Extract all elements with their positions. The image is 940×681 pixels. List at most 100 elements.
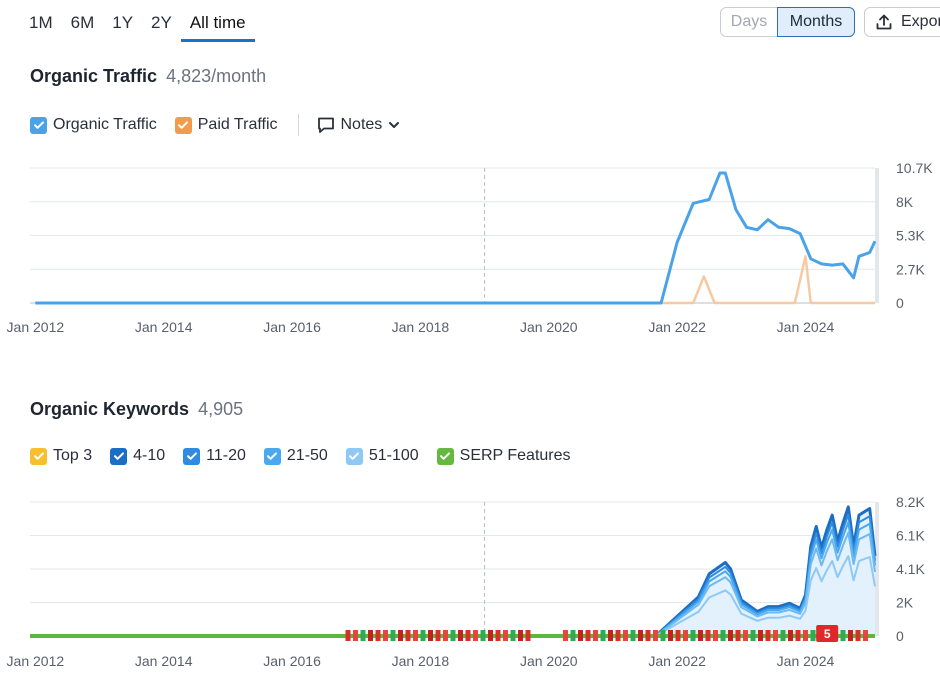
organic-traffic-heading: Organic Traffic <box>30 66 158 86</box>
algorithm-update-flag <box>375 630 381 641</box>
algorithm-update-flag <box>563 630 568 641</box>
organic-keywords-heading: Organic Keywords <box>30 399 190 419</box>
range-tab-1m[interactable]: 1M <box>29 13 53 32</box>
legend-11-20[interactable]: 11-20 <box>183 447 246 465</box>
upload-icon <box>876 14 892 30</box>
checkbox-checked-icon <box>436 447 454 465</box>
y-tick-label: 2.7K <box>896 261 925 277</box>
legend-11-20-label: 11-20 <box>206 447 246 464</box>
current-period-band <box>875 168 879 303</box>
organic-keywords-chart[interactable]: 8.2K 6.1K 4.1K 2K 0 Jan 2012 Jan 2014 Jan 2016 J… <box>0 485 940 681</box>
x-tick-label: Jan 2012 <box>7 653 65 669</box>
algorithm-update-flag <box>615 630 621 641</box>
checkbox-checked-icon <box>30 447 47 465</box>
x-tick-label: Jan 2020 <box>520 319 578 335</box>
x-tick-label: Jan 2012 <box>7 319 65 335</box>
legend-4-10-label: 4-10 <box>133 447 166 464</box>
legend-51-100-label: 51-100 <box>368 447 419 464</box>
algorithm-update-flag <box>780 630 786 641</box>
algorithm-update-flag <box>795 630 801 641</box>
organic-keywords-value: 4,905 <box>198 399 244 419</box>
algorithm-update-flag <box>465 630 471 641</box>
x-tick-label: Jan 2018 <box>392 319 450 335</box>
algorithm-update-flag <box>435 630 441 641</box>
algorithm-update-flag <box>750 630 756 641</box>
legend-top-3-label: Top 3 <box>53 447 93 464</box>
algorithm-update-flag <box>668 630 673 641</box>
algorithm-update-flag <box>473 630 478 641</box>
notes-dropdown[interactable]: Notes <box>317 116 401 134</box>
legend-4-10[interactable]: 4-10 <box>110 447 165 465</box>
x-tick-label: Jan 2022 <box>648 319 706 335</box>
current-period-band <box>875 502 879 636</box>
keywords-51-100-line <box>35 555 876 637</box>
range-tab-2y[interactable]: 2Y <box>151 13 172 32</box>
legend-organic-traffic[interactable]: Organic Traffic <box>30 116 157 134</box>
algorithm-update-flag <box>345 630 351 641</box>
traffic-legend: Organic Traffic Paid Traffic Notes <box>30 114 400 136</box>
x-tick-label: Jan 2016 <box>263 653 321 669</box>
algorithm-update-flag <box>623 630 628 641</box>
days-button[interactable]: Days <box>720 7 778 37</box>
algorithm-update-flag <box>510 630 516 641</box>
keywords-11-20-line <box>35 521 876 637</box>
x-tick-label: Jan 2022 <box>648 653 706 669</box>
algorithm-update-flag <box>413 630 418 641</box>
algorithm-update-flag <box>848 630 853 641</box>
organic-traffic-title: Organic Traffic 4,823/month <box>30 66 266 87</box>
legend-paid-traffic[interactable]: Paid Traffic <box>174 116 278 134</box>
algorithm-update-flag <box>840 630 846 641</box>
range-tab-6m[interactable]: 6M <box>70 13 95 32</box>
y-tick-label: 8K <box>896 194 914 210</box>
organic-traffic-chart[interactable]: 10.7K 8K 5.3K 2.7K 0 Jan 2012 Jan 2014 Jan 2016… <box>0 150 940 345</box>
algorithm-update-flag <box>720 630 726 641</box>
legend-top-3[interactable]: Top 3 <box>30 447 92 465</box>
x-tick-label: Jan 2016 <box>263 319 321 335</box>
x-tick-label: Jan 2014 <box>135 653 193 669</box>
y-tick-label: 2K <box>896 595 914 611</box>
legend-21-50[interactable]: 21-50 <box>263 447 328 465</box>
algorithm-update-flag <box>368 630 373 641</box>
range-tab-1y[interactable]: 1Y <box>112 13 134 32</box>
checkbox-checked-icon <box>110 447 128 465</box>
algorithm-update-flag <box>450 630 456 641</box>
checkbox-checked-icon <box>263 447 281 465</box>
algorithm-update-flag <box>585 630 591 641</box>
legend-51-100[interactable]: 51-100 <box>345 447 419 465</box>
algorithm-update-flag <box>480 630 486 641</box>
y-tick-label: 4.1K <box>896 561 925 577</box>
algorithm-update-flag <box>810 630 816 641</box>
note-count-badge-label: 5 <box>824 627 831 641</box>
algorithm-update-flag <box>420 630 426 641</box>
algorithm-update-flag <box>443 630 448 641</box>
algorithm-update-flag <box>390 630 396 641</box>
algorithm-update-flag <box>758 630 763 641</box>
algorithm-update-flag <box>743 630 748 641</box>
legend-serp-features[interactable]: SERP Features <box>436 447 571 465</box>
paid-traffic-line <box>35 255 875 305</box>
checkbox-checked-icon <box>345 447 363 465</box>
algorithm-update-flag <box>503 630 508 641</box>
range-tab-all-time[interactable]: All time <box>180 10 255 42</box>
algorithm-update-flag <box>360 630 366 641</box>
granularity-toggle: Days Months <box>720 7 855 37</box>
algorithm-update-flag <box>773 630 778 641</box>
organic-traffic-line <box>35 171 877 305</box>
months-button[interactable]: Months <box>777 7 855 37</box>
keywords-21-50-line <box>35 531 876 637</box>
x-tick-label: Jan 2014 <box>135 319 193 335</box>
algorithm-update-flag <box>398 630 403 641</box>
algorithm-update-flag <box>653 630 658 641</box>
legend-organic-label: Organic Traffic <box>53 116 157 133</box>
algorithm-update-flag <box>495 630 501 641</box>
algorithm-update-flag <box>578 630 583 641</box>
x-tick-label: Jan 2024 <box>777 653 835 669</box>
legend-divider <box>297 114 299 136</box>
checkbox-checked-icon <box>183 447 201 465</box>
keywords-legend: Top 3 4-10 11-20 21-50 51-100 SERP Featu… <box>30 447 589 465</box>
algorithm-update-flag <box>488 630 493 641</box>
x-tick-label: Jan 2018 <box>392 653 450 669</box>
y-tick-label: 5.3K <box>896 228 925 244</box>
algorithm-update-flag <box>645 630 651 641</box>
export-button[interactable]: Export <box>864 7 940 37</box>
